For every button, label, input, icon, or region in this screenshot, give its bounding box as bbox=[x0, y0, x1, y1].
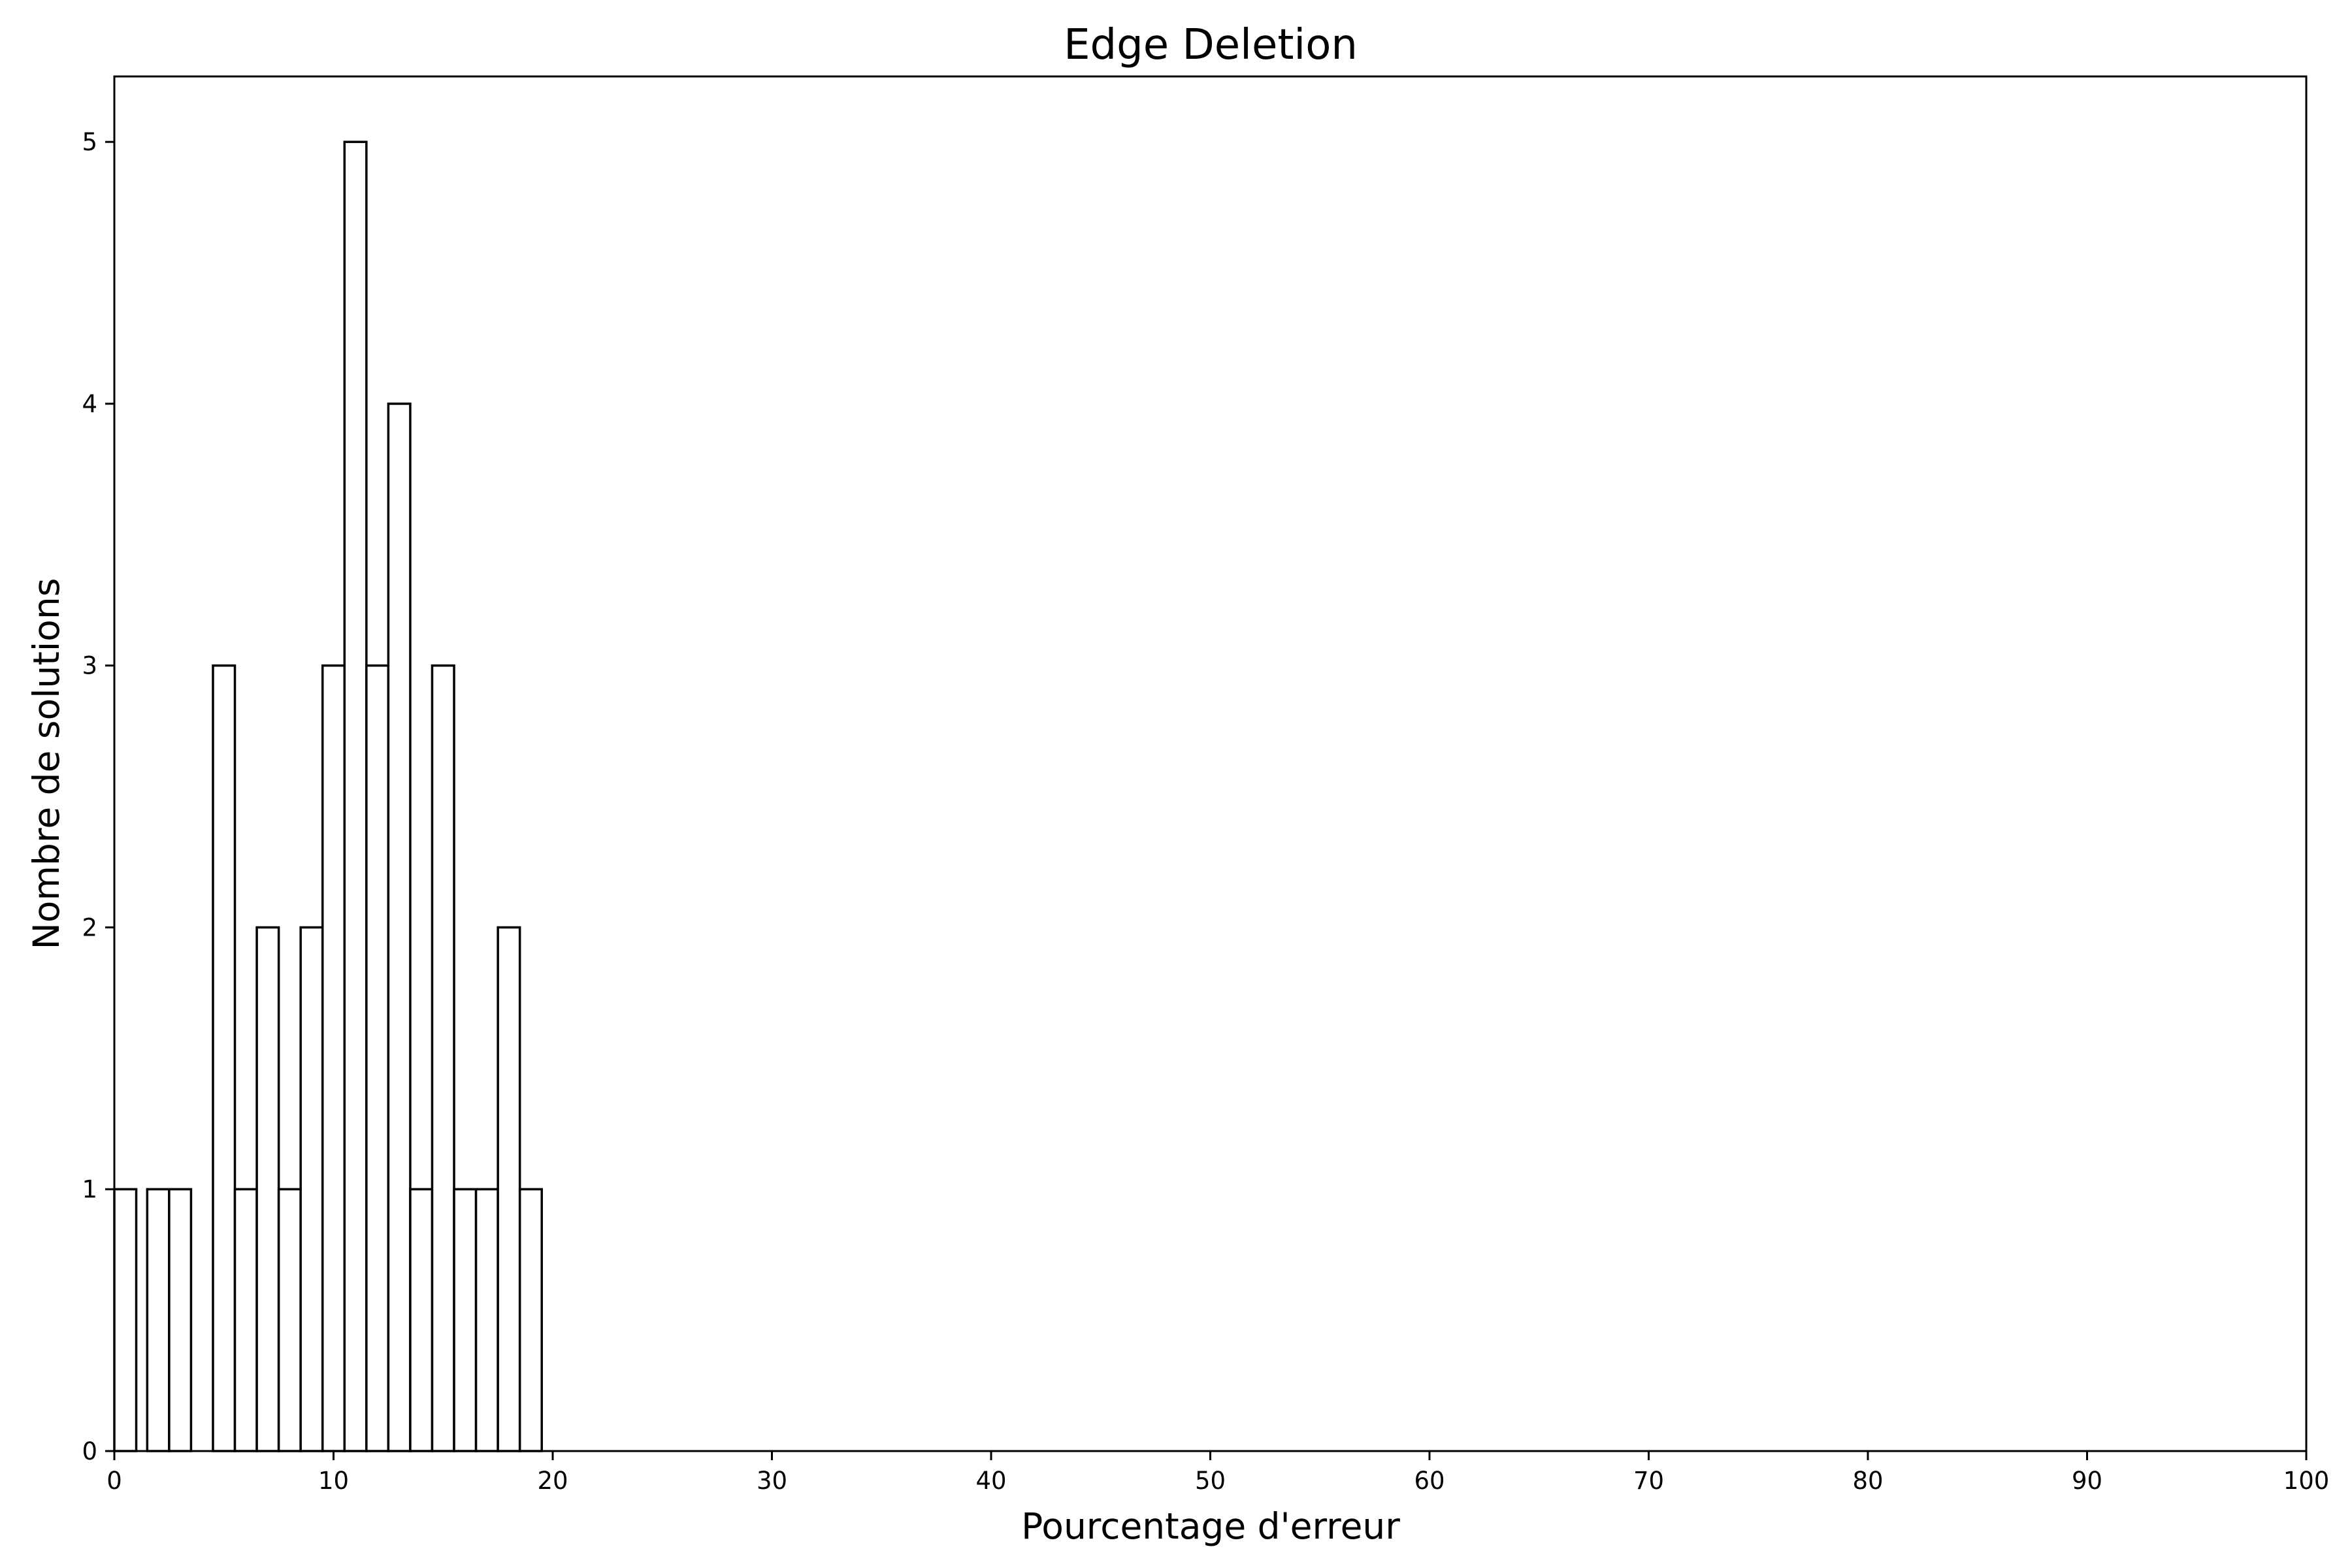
histogram-bar bbox=[321, 664, 346, 1452]
histogram-bar bbox=[212, 664, 237, 1452]
histogram-bar bbox=[474, 1188, 499, 1452]
x-axis-label: Pourcentage d'erreur bbox=[1021, 1505, 1400, 1547]
histogram-bar bbox=[431, 664, 455, 1452]
histogram-bar bbox=[146, 1188, 171, 1452]
x-tick-label: 50 bbox=[1195, 1467, 1226, 1495]
histogram-bar bbox=[255, 926, 280, 1452]
histogram-bar bbox=[518, 1188, 543, 1452]
histogram-bar bbox=[343, 140, 368, 1452]
chart-title: Edge Deletion bbox=[1064, 21, 1358, 69]
x-tick-label: 70 bbox=[1633, 1467, 1664, 1495]
x-tick-label: 80 bbox=[1852, 1467, 1883, 1495]
histogram-bar bbox=[299, 926, 324, 1452]
y-tick-label: 1 bbox=[82, 1175, 97, 1203]
x-tick-label: 0 bbox=[106, 1467, 122, 1495]
x-tick-label: 30 bbox=[757, 1467, 787, 1495]
x-tick-label: 60 bbox=[1414, 1467, 1445, 1495]
y-tick-label: 4 bbox=[82, 390, 97, 418]
y-axis-label: Nombre de solutions bbox=[25, 578, 67, 950]
x-tick-label: 10 bbox=[318, 1467, 349, 1495]
x-axis: 0 10 20 30 40 50 60 70 80 90 100 bbox=[106, 1451, 2329, 1495]
bars-group bbox=[113, 140, 543, 1452]
x-tick-label: 40 bbox=[975, 1467, 1006, 1495]
histogram-bar bbox=[387, 402, 412, 1452]
histogram-bar bbox=[277, 1188, 302, 1452]
histogram-bar bbox=[497, 926, 521, 1452]
histogram-bar bbox=[453, 1188, 478, 1452]
y-tick-label: 3 bbox=[82, 652, 97, 680]
y-tick-label: 5 bbox=[82, 128, 97, 156]
y-axis: 0 1 2 3 4 5 bbox=[82, 128, 114, 1465]
histogram-bar bbox=[365, 664, 390, 1452]
histogram-bar bbox=[409, 1188, 434, 1452]
x-tick-label: 20 bbox=[537, 1467, 568, 1495]
x-tick-label: 100 bbox=[2283, 1467, 2330, 1495]
y-tick-label: 2 bbox=[82, 913, 97, 941]
histogram-bar bbox=[168, 1188, 193, 1452]
x-tick-label: 90 bbox=[2072, 1467, 2102, 1495]
y-tick-label: 0 bbox=[82, 1437, 97, 1465]
histogram-bar bbox=[233, 1188, 258, 1452]
histogram-bar bbox=[113, 1188, 138, 1452]
